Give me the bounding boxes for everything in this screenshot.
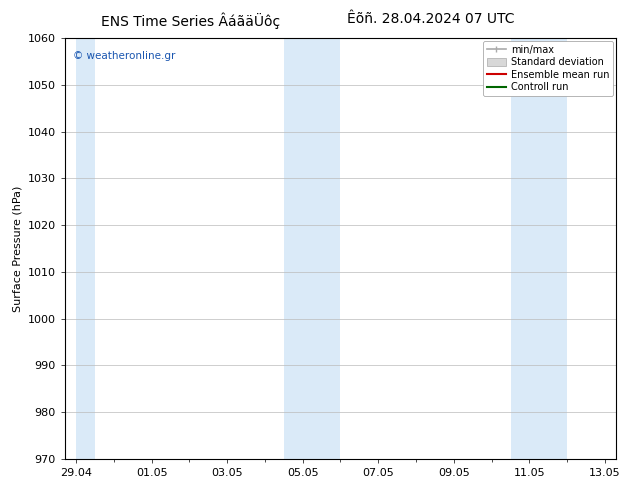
Bar bbox=[510, 38, 567, 459]
Bar bbox=[284, 38, 340, 459]
Legend: min/max, Standard deviation, Ensemble mean run, Controll run: min/max, Standard deviation, Ensemble me… bbox=[482, 41, 613, 96]
Text: ENS Time Series ÂáãäÜôç: ENS Time Series ÂáãäÜôç bbox=[101, 12, 280, 29]
Bar bbox=[76, 38, 95, 459]
Y-axis label: Surface Pressure (hPa): Surface Pressure (hPa) bbox=[12, 185, 22, 312]
Text: Êõñ. 28.04.2024 07 UTC: Êõñ. 28.04.2024 07 UTC bbox=[347, 12, 515, 26]
Text: © weatheronline.gr: © weatheronline.gr bbox=[73, 50, 176, 61]
